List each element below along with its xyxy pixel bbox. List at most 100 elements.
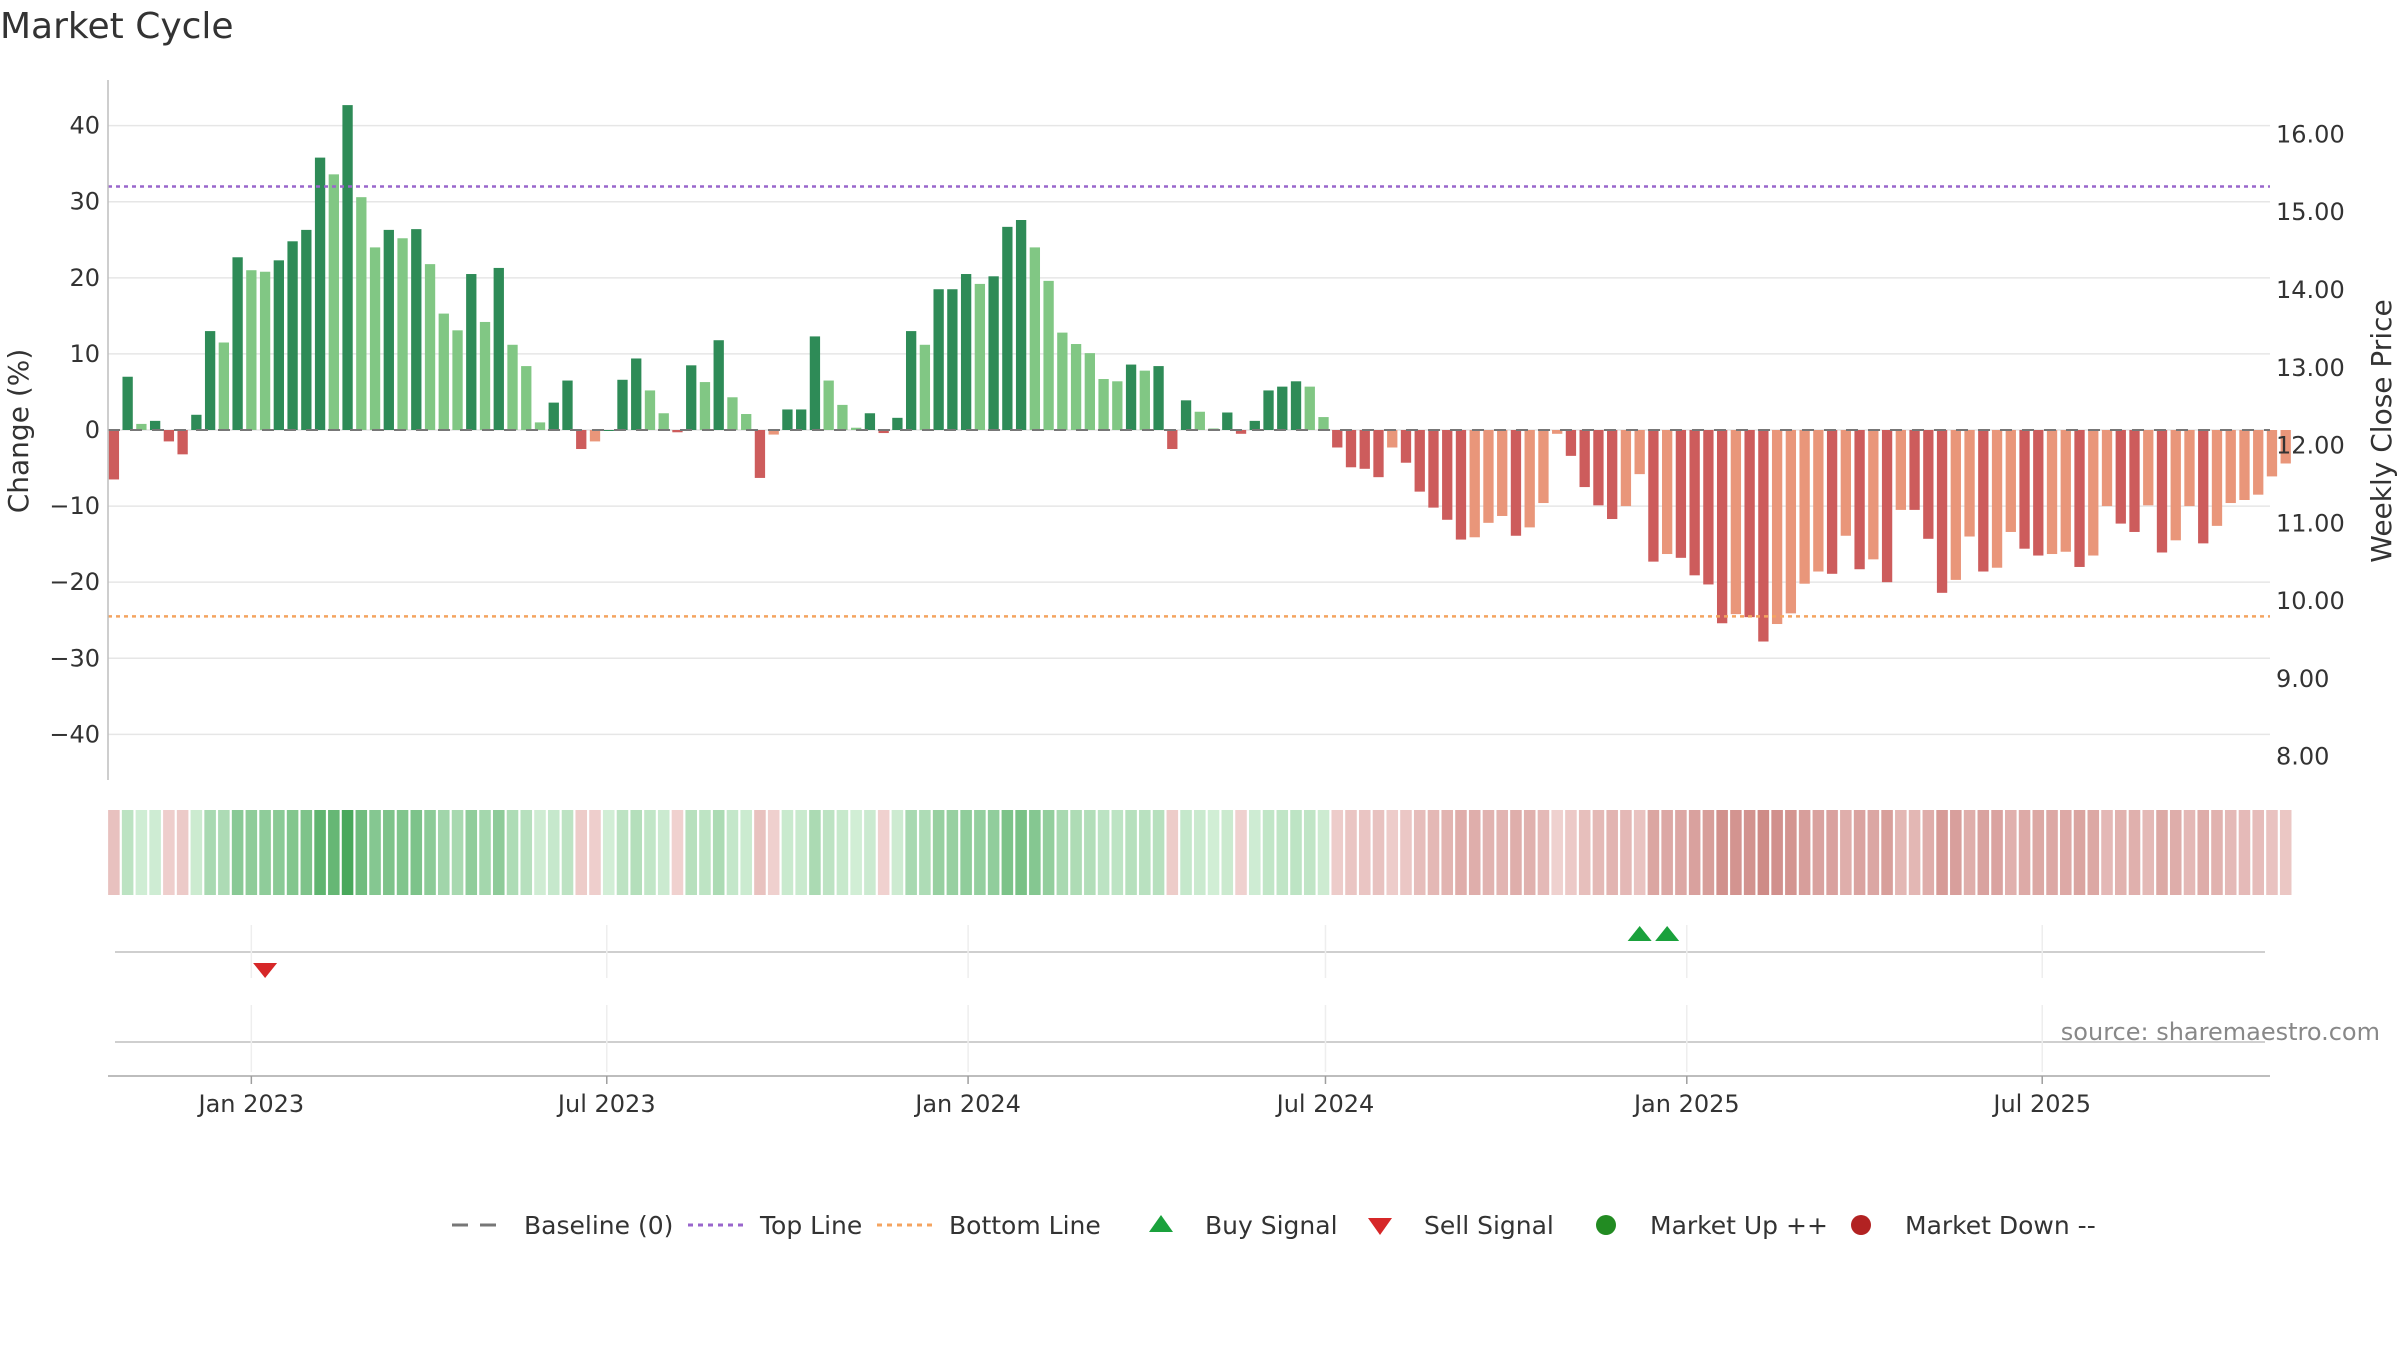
heat-cell bbox=[1427, 810, 1440, 895]
y2-tick-label: 14.00 bbox=[2276, 276, 2345, 304]
change-bar bbox=[796, 409, 807, 430]
y2-tick-label: 12.00 bbox=[2276, 432, 2345, 460]
change-bar bbox=[2019, 430, 2030, 549]
heat-cell bbox=[520, 810, 533, 895]
heat-cell bbox=[231, 810, 244, 895]
y-axis-title: Change (%) bbox=[2, 349, 35, 514]
heat-cell bbox=[341, 810, 354, 895]
heat-cell bbox=[2046, 810, 2058, 895]
heat-cell bbox=[1070, 810, 1082, 895]
heat-cell bbox=[465, 810, 478, 895]
change-bar bbox=[960, 274, 972, 430]
legend-circle-icon bbox=[1851, 1215, 1871, 1235]
change-bar bbox=[699, 382, 711, 430]
y2-tick-label: 11.00 bbox=[2276, 509, 2345, 537]
heat-cell bbox=[438, 810, 450, 895]
heat-cell bbox=[2018, 810, 2031, 895]
change-bar bbox=[314, 157, 326, 431]
change-bar bbox=[1098, 379, 1109, 430]
heat-cell bbox=[245, 810, 258, 895]
heat-cell bbox=[1977, 810, 1990, 895]
change-bar bbox=[686, 365, 697, 430]
legend-item: Market Up ++ bbox=[1596, 1211, 1828, 1240]
heat-cell bbox=[671, 810, 684, 895]
heat-cell bbox=[1001, 810, 1014, 895]
change-bar bbox=[589, 430, 601, 442]
legend-label: Market Up ++ bbox=[1650, 1211, 1828, 1240]
change-bar bbox=[1524, 430, 1535, 528]
heat-cell bbox=[396, 810, 409, 895]
change-bar bbox=[149, 420, 161, 430]
heat-cell bbox=[1881, 810, 1893, 895]
heat-cell bbox=[1895, 810, 1907, 895]
heat-cell bbox=[1084, 810, 1096, 895]
change-bar bbox=[864, 413, 876, 430]
heat-cell bbox=[767, 810, 780, 895]
change-bar bbox=[108, 430, 120, 480]
change-bar bbox=[1579, 430, 1590, 488]
change-bar bbox=[1881, 430, 1893, 583]
heat-cell bbox=[2224, 810, 2237, 895]
heat-cell bbox=[1826, 810, 1838, 895]
y2-tick-label: 15.00 bbox=[2276, 198, 2345, 226]
heat-cell bbox=[1331, 810, 1344, 895]
heat-cell bbox=[410, 810, 423, 895]
change-bar bbox=[1304, 386, 1315, 430]
legend-item: Sell Signal bbox=[1368, 1211, 1554, 1240]
heat-cell bbox=[1139, 810, 1151, 895]
heat-cell bbox=[1262, 810, 1275, 895]
heat-cell bbox=[1991, 810, 2003, 895]
heat-cell bbox=[1537, 810, 1550, 895]
change-bar bbox=[1442, 430, 1453, 520]
heat-cell bbox=[850, 810, 862, 895]
change-bar bbox=[974, 283, 986, 430]
heat-cell bbox=[2101, 810, 2113, 895]
heat-cell bbox=[1757, 810, 1770, 895]
change-bar bbox=[163, 430, 175, 442]
y-tick-label: −30 bbox=[49, 644, 100, 672]
change-bar bbox=[507, 344, 518, 430]
change-bar bbox=[1153, 366, 1164, 430]
change-bar bbox=[2060, 430, 2071, 552]
heat-cell bbox=[1551, 810, 1563, 895]
heat-cell bbox=[919, 810, 931, 895]
change-bar bbox=[287, 241, 298, 430]
change-bar bbox=[823, 380, 834, 430]
heat-strip bbox=[108, 810, 2292, 895]
heat-cell bbox=[1221, 810, 1234, 895]
change-bar bbox=[1689, 430, 1700, 576]
legend-item: Buy Signal bbox=[1149, 1211, 1338, 1240]
heat-cell bbox=[2073, 810, 2086, 895]
legend-circle-icon bbox=[1596, 1215, 1616, 1235]
change-bar bbox=[438, 313, 449, 430]
y2-tick-label: 10.00 bbox=[2276, 587, 2345, 615]
heat-cell bbox=[1468, 810, 1481, 895]
change-bar bbox=[782, 409, 793, 430]
change-bar bbox=[1194, 411, 1205, 430]
heat-cell bbox=[809, 810, 821, 895]
change-bar bbox=[246, 270, 257, 430]
heat-cell bbox=[589, 810, 601, 895]
legend-label: Sell Signal bbox=[1424, 1211, 1554, 1240]
change-bar bbox=[2184, 430, 2195, 507]
y2-tick-label: 8.00 bbox=[2276, 743, 2329, 771]
change-bar bbox=[1497, 430, 1508, 516]
heat-cell bbox=[2279, 810, 2292, 895]
change-bar bbox=[1125, 364, 1137, 430]
heat-cell bbox=[630, 810, 642, 895]
change-bar bbox=[644, 390, 656, 430]
change-bar bbox=[1029, 247, 1041, 430]
change-bar bbox=[809, 336, 821, 430]
heat-cell bbox=[2266, 810, 2278, 895]
change-bar bbox=[1813, 430, 1824, 572]
x-tick-label: Jul 2025 bbox=[1991, 1090, 2091, 1118]
change-bar bbox=[1607, 430, 1618, 520]
heat-cell bbox=[314, 810, 326, 895]
heat-cell bbox=[836, 810, 849, 895]
change-bar bbox=[479, 321, 491, 430]
legend-triangle-up-icon bbox=[1149, 1215, 1173, 1232]
change-bar bbox=[2198, 430, 2209, 544]
change-bar bbox=[2088, 430, 2099, 556]
heat-cell bbox=[2114, 810, 2127, 895]
